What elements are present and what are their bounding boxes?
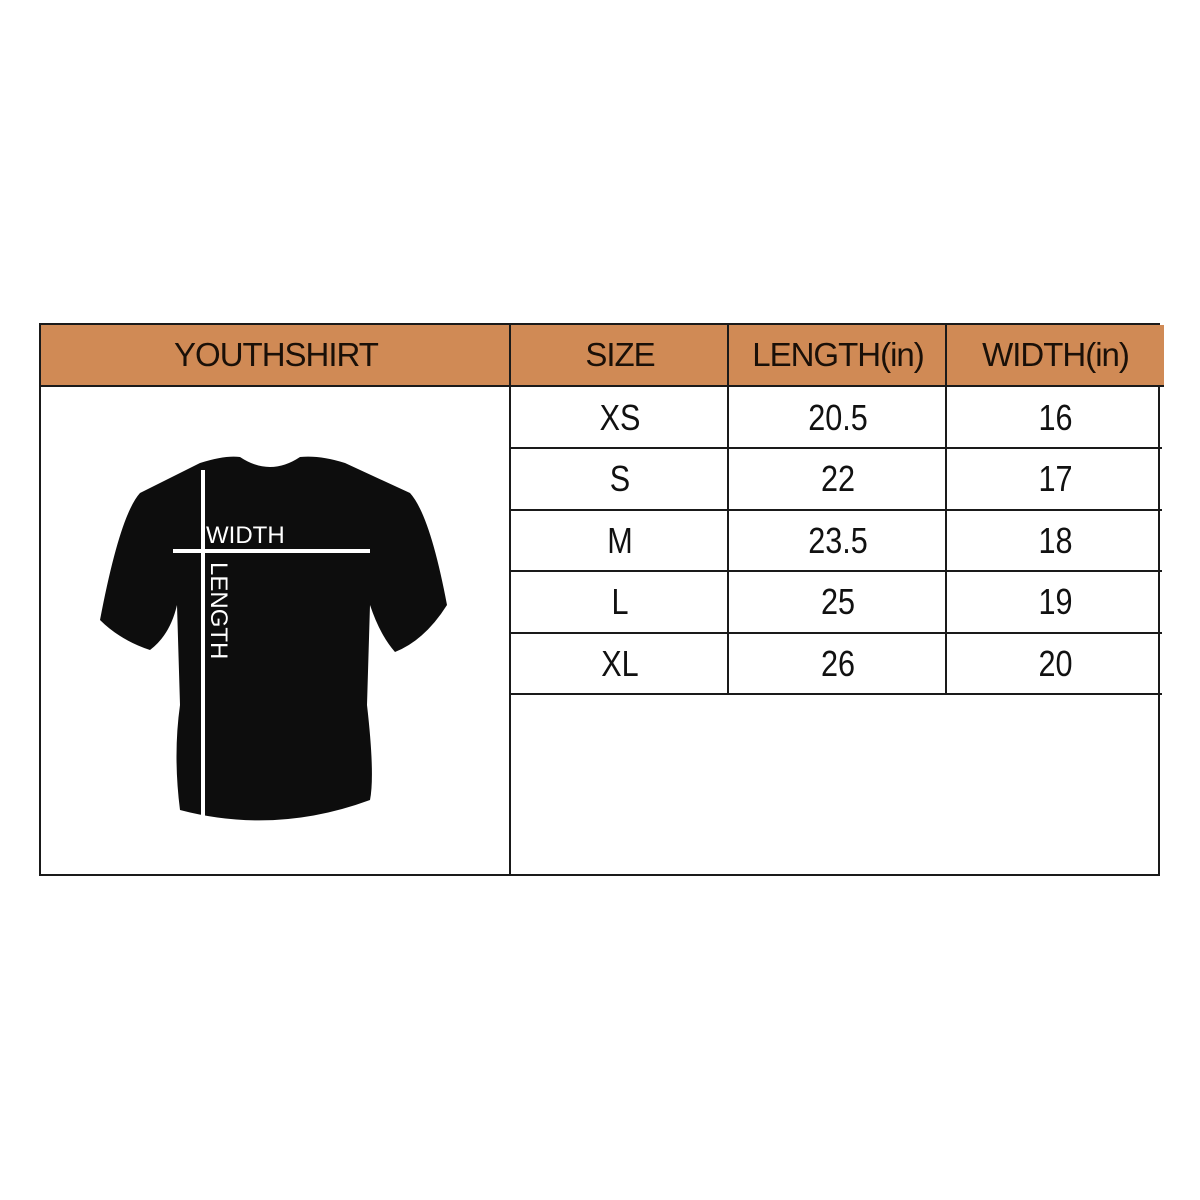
cell-size: XL <box>601 642 639 684</box>
cell-width: 16 <box>1038 396 1073 438</box>
cell-size: M <box>607 519 633 561</box>
cell-size: S <box>609 458 631 499</box>
cell-length: 26 <box>820 642 856 684</box>
cell-length: 22 <box>820 458 856 499</box>
size-chart-table: YOUTHSHIRT SIZE LENGTH(in) WIDTH(in) XS 2… <box>39 323 1164 876</box>
cell-size: L <box>611 581 629 622</box>
cell-width: 20 <box>1038 642 1073 684</box>
header-size: SIZE <box>511 325 729 387</box>
header-length: LENGTH(in) <box>729 325 947 387</box>
cell-width: 18 <box>1038 519 1073 561</box>
length-label: LENGTH <box>205 562 232 660</box>
row-divider <box>511 631 1162 634</box>
row-divider <box>511 570 1162 572</box>
cell-width: 19 <box>1038 581 1073 622</box>
cell-length: 20.5 <box>808 396 868 438</box>
divider <box>509 325 511 874</box>
t-shirt-icon <box>100 456 447 825</box>
header-width: WIDTH(in) <box>947 325 1164 387</box>
cell-length: 25 <box>820 581 856 622</box>
header-product: YOUTHSHIRT <box>41 325 511 387</box>
row-divider <box>511 447 1162 449</box>
row-divider <box>511 508 1162 511</box>
cell-length: 23.5 <box>808 519 868 561</box>
cell-width: 17 <box>1038 458 1073 499</box>
cell-size: XS <box>599 396 641 438</box>
row-divider <box>511 693 1162 695</box>
width-label: WIDTH <box>206 522 285 549</box>
